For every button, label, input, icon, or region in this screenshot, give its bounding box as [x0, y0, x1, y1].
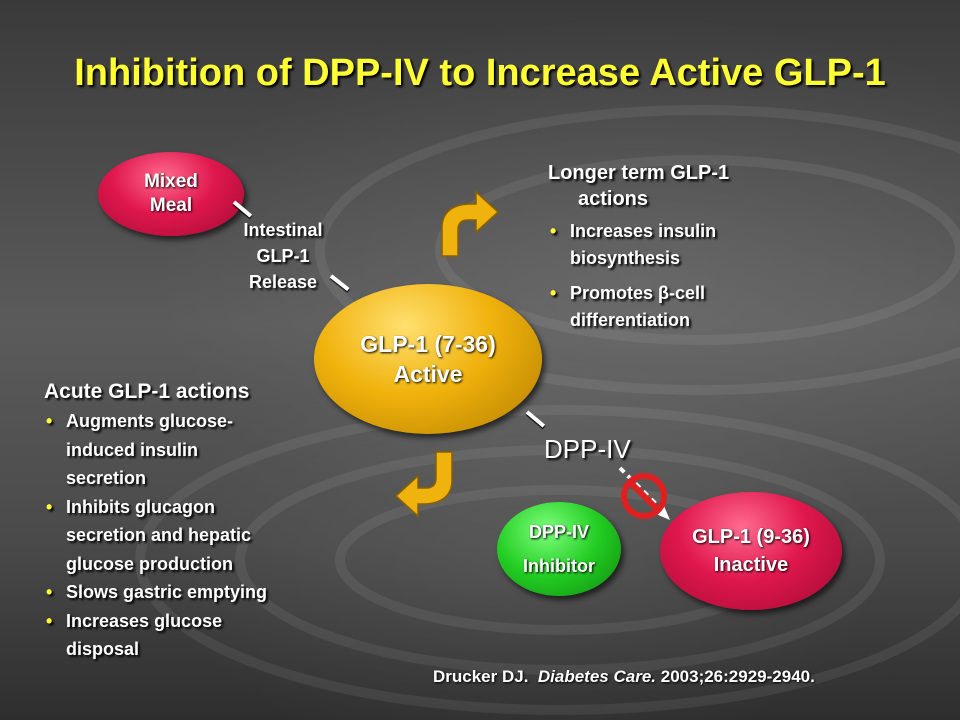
list-item-line: disposal [66, 639, 140, 659]
list-item: Increases glucose disposal [44, 607, 374, 664]
mixed-meal-label-2: Meal [149, 195, 193, 216]
dpp4-inhibitor-label-1: DPP-IV [528, 522, 589, 542]
longer-term-heading-1: Longer term GLP-1 [548, 162, 730, 184]
acute-list: Augments glucose- induced insulin secret… [44, 407, 374, 664]
list-item-line: Augments glucose- [66, 411, 234, 431]
list-item-line: secretion [66, 468, 147, 488]
acute-heading: Acute GLP-1 actions [44, 380, 250, 403]
citation-author: Drucker DJ. [433, 667, 529, 686]
list-item: Slows gastric emptying [44, 578, 374, 607]
list-item-line: induced insulin [66, 439, 199, 460]
longer-term-heading-2: actions [578, 188, 649, 210]
list-item-line: differentiation [570, 310, 690, 330]
dpp4-inhibitor-node: DPP-IV Inhibitor [497, 502, 621, 596]
mixed-meal-label-1: Mixed [144, 171, 198, 192]
list-item: Augments glucose- induced insulin secret… [44, 407, 374, 493]
arrow-down-left-icon [394, 451, 453, 518]
mixed-meal-node: Mixed Meal [98, 152, 244, 236]
list-item-line: biosynthesis [570, 248, 681, 268]
acute-section: Acute GLP-1 actions Augments glucose- in… [44, 378, 374, 664]
slide-title: Inhibition of DPP-IV to Increase Active … [74, 52, 886, 94]
intestinal-line-1: Intestinal [243, 220, 323, 240]
arrow-up-right-icon [441, 190, 500, 257]
list-item-line: secretion and hepatic [66, 525, 252, 545]
citation-ref: 2003;26:2929-2940. [660, 667, 815, 686]
list-item-line: glucose production [66, 553, 234, 574]
no-symbol-icon [621, 473, 667, 519]
glp1-inactive-label-1: GLP-1 (9-36) [692, 526, 810, 548]
dpp4-label: DPP-IV [544, 434, 631, 464]
list-item-line: Promotes β-cell [570, 283, 706, 303]
list-item-line: Increases glucose [66, 610, 223, 631]
glp1-inactive-node: GLP-1 (9-36) Inactive [660, 492, 842, 610]
glp1-inactive-label-2: Inactive [713, 554, 789, 576]
citation: Drucker DJ. Diabetes Care. 2003;26:2929-… [433, 667, 815, 687]
dpp4-inhibitor-label-2: Inhibitor [523, 556, 595, 576]
blocked-conversion-arrow [618, 466, 670, 520]
list-item-line: Inhibits glucagon [66, 496, 215, 517]
glp1-active-label-1: GLP-1 (7-36) [360, 331, 496, 357]
longer-term-section: Longer term GLP-1 actions Increases insu… [548, 160, 848, 334]
list-item-line: Increases insulin [570, 221, 717, 241]
longer-term-list: Increases insulin biosynthesis Promotes … [548, 218, 848, 334]
glp1-active-label-2: Active [393, 361, 463, 387]
intestinal-line-2: GLP-1 [256, 246, 310, 266]
intestinal-line-3: Release [248, 272, 318, 292]
list-item: Inhibits glucagon secretion and hepatic … [44, 493, 374, 579]
list-item-line: Slows gastric emptying [66, 582, 268, 602]
list-item: Promotes β-cell differentiation [548, 280, 848, 334]
list-item: Increases insulin biosynthesis [548, 218, 848, 272]
intestinal-release-label: Intestinal GLP-1 Release [218, 217, 348, 295]
citation-journal: Diabetes Care. [537, 667, 657, 686]
